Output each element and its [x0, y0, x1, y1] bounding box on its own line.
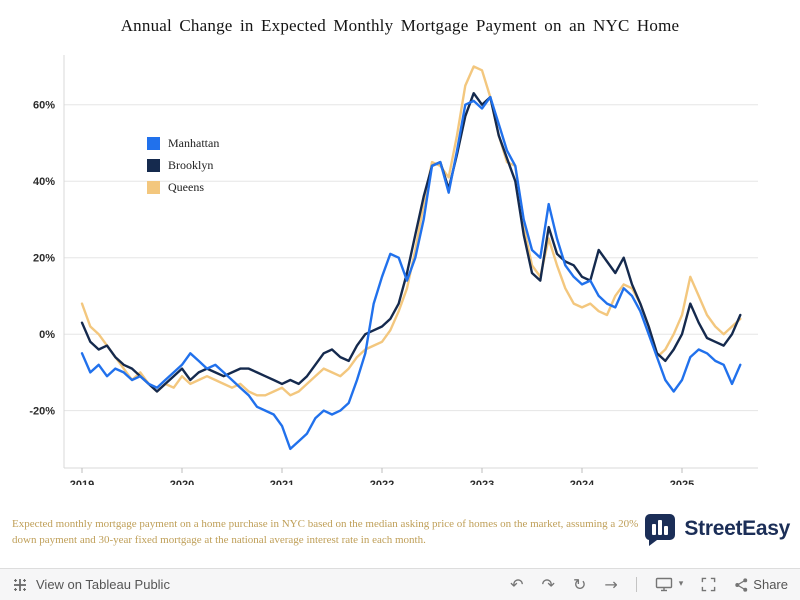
- tableau-toolbar: View on Tableau Public ↶ ↷ ↻ → ▾: [0, 568, 800, 600]
- y-tick-label: 40%: [33, 176, 55, 188]
- series-line-queens: [80, 65, 742, 397]
- series-line-brooklyn: [80, 92, 742, 393]
- legend-item-brooklyn[interactable]: Brooklyn: [147, 158, 219, 173]
- legend-item-manhattan[interactable]: Manhattan: [147, 136, 219, 151]
- legend-swatch-brooklyn: [147, 159, 160, 172]
- undo-icon: ↶: [510, 574, 524, 594]
- x-tick-label: 2023: [470, 479, 494, 485]
- undo-button[interactable]: ↶: [510, 574, 524, 594]
- legend-label-queens: Queens: [168, 180, 204, 194]
- forward-icon: →: [604, 574, 618, 594]
- legend-label-manhattan: Manhattan: [168, 136, 220, 150]
- series-lines: [80, 65, 742, 451]
- fullscreen-icon: [702, 577, 716, 592]
- redo-button[interactable]: ↷: [541, 574, 555, 594]
- chart-title: Annual Change in Expected Monthly Mortga…: [120, 16, 680, 35]
- x-tick-label: 2020: [170, 479, 194, 485]
- tableau-logo-icon: [14, 578, 26, 591]
- streeteasy-bubble-icon: [645, 514, 676, 546]
- caret-down-icon: ▾: [678, 579, 684, 589]
- monitor-icon: [655, 577, 672, 592]
- streeteasy-logo[interactable]: StreetEasy: [643, 512, 790, 546]
- x-tick-label: 2025: [670, 479, 694, 485]
- legend: Manhattan Brooklyn Queens: [147, 136, 219, 195]
- axes: [63, 55, 758, 473]
- view-on-tableau-link[interactable]: View on Tableau Public: [12, 577, 170, 593]
- caption: Expected monthly mortgage payment on a h…: [12, 518, 639, 546]
- series-line-manhattan: [80, 95, 742, 451]
- streeteasy-wordmark: StreetEasy: [684, 517, 790, 540]
- device-preview-button[interactable]: ▾: [655, 577, 684, 592]
- y-tick-label: -20%: [29, 406, 55, 418]
- y-tick-label: 20%: [33, 253, 55, 265]
- legend-swatch-queens: [147, 181, 160, 194]
- axis-labels: -20% 0% 20% 40% 60% 2019 2020 2021 2022 2023 2024 2…: [29, 100, 694, 485]
- share-button[interactable]: Share: [734, 577, 788, 593]
- forward-button[interactable]: →: [604, 574, 618, 594]
- share-icon: [735, 577, 748, 592]
- y-tick-label: 60%: [33, 100, 55, 112]
- share-label: Share: [753, 577, 788, 592]
- legend-label-brooklyn: Brooklyn: [168, 158, 214, 172]
- chart-svg[interactable]: -20% 0% 20% 40% 60% 2019 2020 2021 2022 2023 2024 2…: [0, 40, 800, 485]
- legend-swatch-manhattan: [147, 137, 160, 150]
- legend-item-queens[interactable]: Queens: [147, 180, 219, 195]
- x-tick-label: 2019: [70, 479, 94, 485]
- replay-button[interactable]: ↻: [572, 574, 587, 594]
- replay-icon: ↻: [572, 574, 587, 594]
- x-tick-label: 2022: [370, 479, 394, 485]
- toolbar-actions: ↶ ↷ ↻ → ▾: [510, 574, 788, 594]
- view-on-tableau-label: View on Tableau Public: [36, 577, 170, 592]
- y-tick-label: 0%: [39, 329, 55, 341]
- redo-icon: ↷: [541, 574, 555, 594]
- x-tick-label: 2021: [270, 479, 294, 485]
- x-tick-label: 2024: [570, 479, 595, 485]
- toolbar-divider: [635, 577, 637, 592]
- fullscreen-button[interactable]: [701, 577, 716, 592]
